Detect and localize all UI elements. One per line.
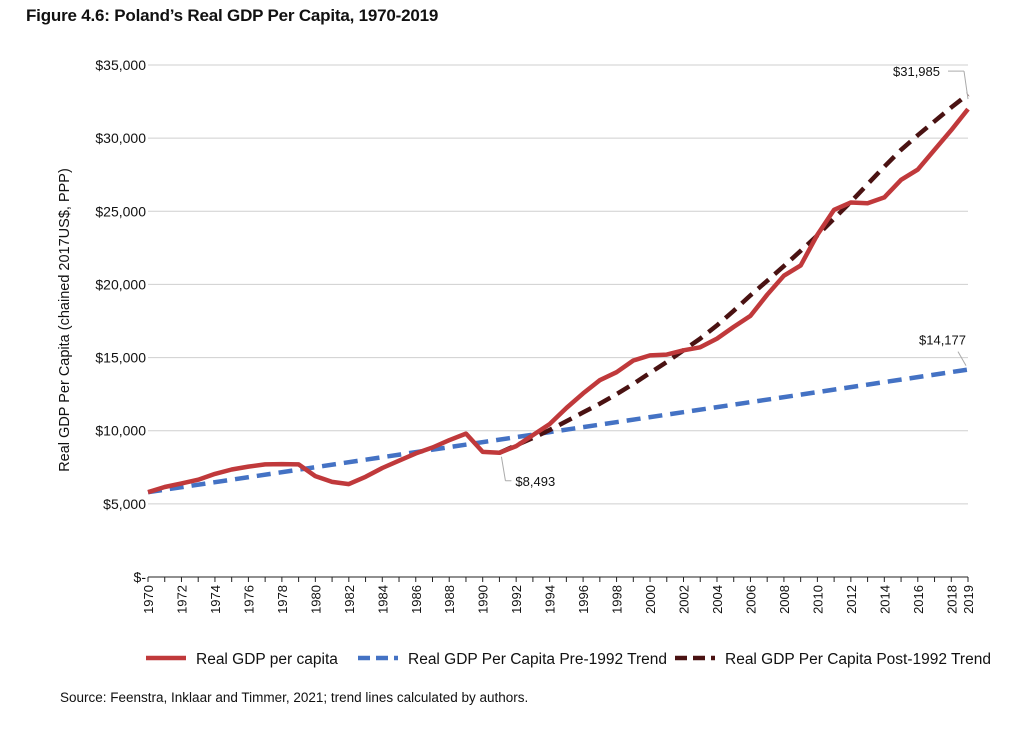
x-axis-ticks: 1970 1972 1974 1976 1978 1980 1982 1984 1986 1988…: [141, 577, 976, 614]
series-lines: [147, 92, 970, 495]
annotation-leader: [957, 351, 967, 366]
y-axis-label: Real GDP Per Capita (chained 2017US$, PP…: [57, 168, 73, 472]
x-tick-label: 1990: [476, 585, 491, 614]
x-tick-label: 1986: [409, 585, 424, 614]
annotation-label: $31,985: [893, 64, 940, 79]
series-line-real-gdp-per-capita-pre-1992-trend: [147, 367, 969, 495]
x-tick-label: 2002: [677, 585, 692, 614]
y-tick-label: $10,000: [95, 423, 146, 439]
chart-title: Figure 4.6: Poland’s Real GDP Per Capita…: [26, 6, 439, 25]
x-tick-label: 2014: [877, 585, 892, 614]
x-tick-label: 1992: [509, 585, 524, 614]
y-tick-label: $-: [134, 569, 147, 585]
x-tick-label: 1972: [174, 585, 189, 614]
x-tick-label: 2016: [911, 585, 926, 614]
x-tick-label: 1988: [442, 585, 457, 614]
annotation-leader: [963, 71, 969, 100]
y-axis-ticks: $- $5,000 $10,000 $15,000 $20,000 $25,000 $30,…: [95, 57, 146, 585]
x-tick-label: 2012: [844, 585, 859, 614]
annotations: $31,985 $14,177 $8,493: [500, 64, 969, 489]
x-tick-label: 1996: [576, 585, 591, 614]
y-tick-label: $30,000: [95, 130, 146, 146]
legend: Real GDP per capita Real GDP Per Capita P…: [146, 651, 991, 668]
x-tick-label: 1980: [308, 585, 323, 614]
y-tick-label: $20,000: [95, 276, 146, 292]
x-tick-label: 2000: [643, 585, 658, 614]
annotation-label: $14,177: [919, 333, 966, 348]
gridlines: [148, 64, 968, 505]
x-tick-label: 2018: [944, 585, 959, 614]
legend-label: Real GDP per capita: [196, 651, 338, 668]
y-tick-label: $15,000: [95, 350, 146, 366]
x-tick-label: 2006: [743, 585, 758, 614]
y-tick-label: $5,000: [103, 496, 146, 512]
y-tick-label: $25,000: [95, 203, 146, 219]
x-tick-label: 1998: [610, 585, 625, 614]
x-tick-label: 1974: [208, 585, 223, 614]
x-tick-label: 1982: [342, 585, 357, 614]
x-tick-label: 2019: [961, 585, 976, 614]
x-tick-label: 1976: [241, 585, 256, 614]
y-tick-label: $35,000: [95, 57, 146, 73]
x-tick-label: 1984: [375, 585, 390, 614]
x-tick-label: 1970: [141, 585, 156, 614]
legend-label: Real GDP Per Capita Pre-1992 Trend: [408, 651, 667, 668]
x-tick-label: 2010: [810, 585, 825, 614]
legend-label: Real GDP Per Capita Post-1992 Trend: [725, 651, 991, 668]
source-note: Source: Feenstra, Inklaar and Timmer, 20…: [60, 690, 529, 705]
series-line-real-gdp-per-capita-post-1992-trend: [498, 92, 970, 455]
x-tick-label: 2004: [710, 585, 725, 614]
series-line-real-gdp-per-capita: [147, 107, 970, 495]
x-tick-label: 1994: [543, 585, 558, 614]
x-tick-label: 1978: [275, 585, 290, 614]
x-tick-label: 2008: [777, 585, 792, 614]
annotation-label: $8,493: [515, 474, 555, 489]
annotation-leader: [500, 456, 506, 481]
